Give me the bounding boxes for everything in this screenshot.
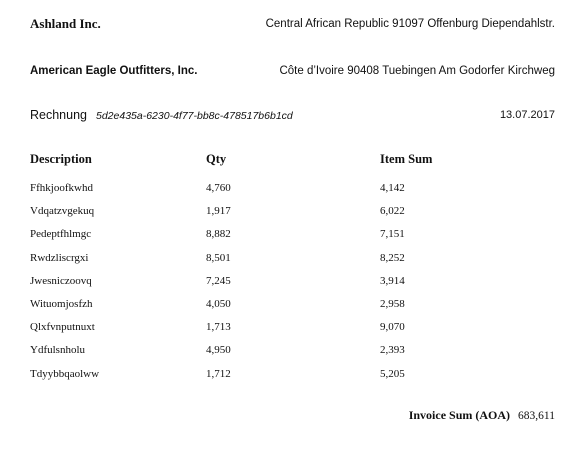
invoice-line: Rechnung 5d2e435a-6230-4f77-bb8c-478517b…	[30, 108, 555, 124]
item-qty: 7,245	[206, 274, 231, 287]
item-sum: 9,070	[380, 321, 405, 334]
item-sum: 5,205	[380, 367, 405, 380]
item-sum: 3,914	[380, 274, 405, 287]
total-label: Invoice Sum (AOA)	[408, 408, 511, 422]
table-row: Tdyybbqaolww 1,712 5,205	[0, 368, 585, 391]
buyer-name: American Eagle Outfitters, Inc.	[30, 65, 198, 77]
item-qty: 1,713	[206, 321, 231, 334]
item-description: Rwdzliscrgxi	[30, 251, 89, 264]
item-qty: 8,501	[206, 251, 231, 264]
item-description: Ffhkjoofkwhd	[30, 182, 93, 194]
item-qty: 4,050	[206, 297, 231, 310]
header-description: Description	[30, 152, 92, 166]
header-qty: Qty	[206, 152, 227, 166]
item-description: Pedeptfhlmgc	[30, 228, 92, 241]
item-description: Vdqatzvgekuq	[30, 205, 95, 218]
invoice-total: Invoice Sum (AOA) 683,611	[409, 408, 555, 423]
table-row: Qlxfvnputnuxt 1,713 9,070	[0, 321, 585, 344]
item-qty: 4,950	[206, 344, 231, 357]
buyer-address: Côte d’Ivoire 90408 Tuebingen Am Godorfe…	[279, 65, 555, 77]
seller-address: Central African Republic 91097 Offenburg…	[265, 18, 555, 30]
item-qty: 8,882	[206, 228, 231, 241]
table-row: Rwdzliscrgxi 8,501 8,252	[0, 252, 585, 275]
invoice-date: 13.07.2017	[499, 109, 555, 121]
table-row: Wituomjosfzh 4,050 2,958	[0, 298, 585, 321]
total-value: 683,611	[518, 410, 555, 422]
invoice-label: Rechnung	[30, 108, 87, 122]
item-qty: 4,760	[206, 182, 231, 194]
item-description: Qlxfvnputnuxt	[30, 321, 95, 334]
item-sum: 2,958	[380, 297, 405, 310]
header-item-sum: Item Sum	[380, 152, 433, 166]
seller-name: Ashland Inc.	[30, 16, 101, 31]
table-row: Vdqatzvgekuq 1,917 6,022	[0, 205, 585, 228]
item-sum: 7,151	[380, 228, 405, 241]
table-row: Jwesniczoovq 7,245 3,914	[0, 275, 585, 298]
line-items: Ffhkjoofkwhd 4,760 4,142 Vdqatzvgekuq 1,…	[0, 182, 585, 391]
invoice-id: 5d2e435a-6230-4f77-bb8c-478517b6b1cd	[96, 110, 293, 122]
table-row: Pedeptfhlmgc 8,882 7,151	[0, 228, 585, 251]
item-qty: 1,917	[206, 205, 231, 218]
item-description: Ydfulsnholu	[30, 344, 85, 357]
item-description: Tdyybbqaolww	[30, 367, 100, 380]
item-sum: 6,022	[380, 205, 405, 218]
item-sum: 2,393	[380, 344, 405, 357]
item-description: Jwesniczoovq	[30, 274, 92, 287]
table-row: Ffhkjoofkwhd 4,760 4,142	[0, 182, 585, 205]
table-row: Ydfulsnholu 4,950 2,393	[0, 344, 585, 367]
item-sum: 8,252	[380, 251, 405, 264]
item-sum: 4,142	[380, 182, 405, 194]
item-qty: 1,712	[206, 367, 231, 380]
item-description: Wituomjosfzh	[30, 297, 93, 310]
